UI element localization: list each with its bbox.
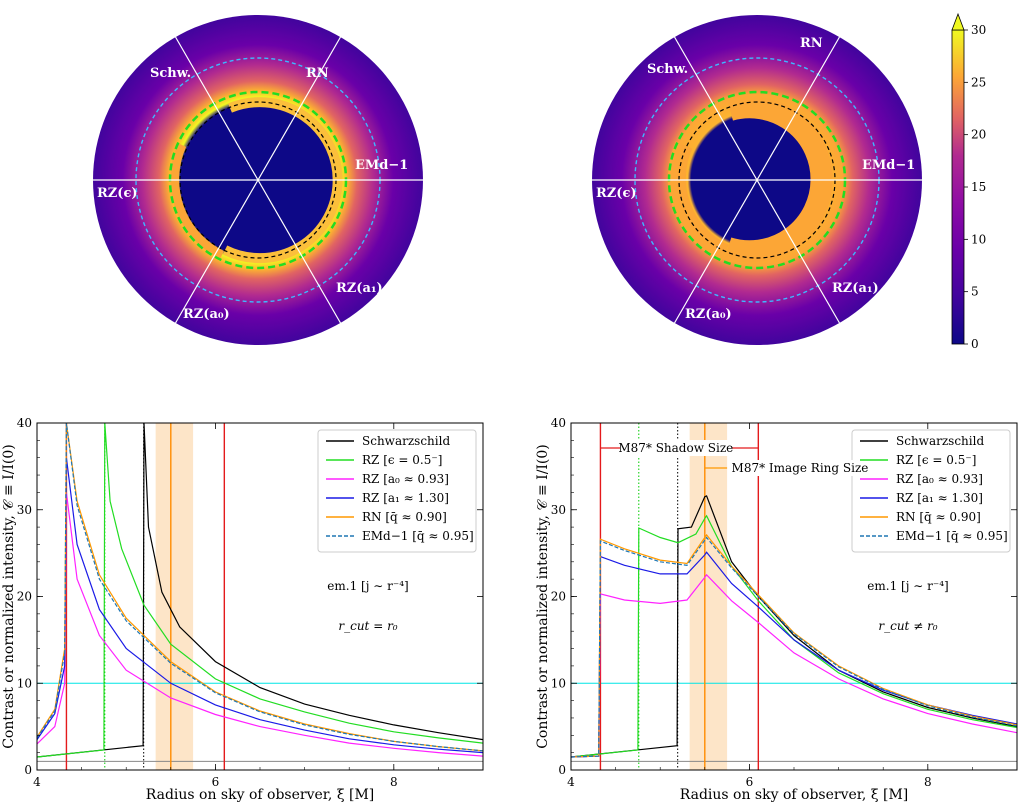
legend-entry: RZ [a₁ ≈ 1.30] (362, 491, 449, 505)
y-tick-label: 10 (551, 676, 566, 690)
legend-entry: EMd−1 [q̄ ≈ 0.95] (362, 529, 474, 543)
colorbar-tick-label: 10 (971, 232, 986, 246)
series-line (571, 573, 1017, 758)
colorbar-tick-label: 15 (971, 180, 986, 194)
series-line (571, 533, 1017, 758)
sector-label-rza0-left: RZ(a₀) (183, 307, 230, 322)
colorbar: 0 5 10 15 20 25 30 (951, 12, 986, 351)
plot-area (571, 423, 1017, 770)
series-line (37, 423, 483, 758)
colorbar-gradient (951, 29, 965, 345)
sector-label-emd-left: EMd−1 (355, 158, 408, 173)
disk-left-sector-lines (93, 36, 423, 324)
sector-label-rza1-right: RZ(a₁) (832, 281, 879, 296)
colorbar-tick-label: 30 (971, 23, 986, 37)
x-tick-label: 6 (746, 775, 754, 789)
colorbar-tick-label: 25 (971, 75, 986, 89)
x-axis-label: Radius on sky of observer, ξ [M] (146, 787, 375, 803)
sector-label-rza0-right: RZ(a₀) (685, 307, 732, 322)
shadow-size-label: M87* Shadow Size (618, 441, 733, 455)
y-tick-label: 20 (551, 590, 566, 604)
y-tick-label: 30 (551, 503, 566, 517)
sector-label-schw-left: Schw. (150, 66, 191, 81)
legend-box (851, 429, 1011, 553)
legend: Schwarzschild RZ [ϵ = 0.5⁻] RZ [a₀ ≈ 0.93]… (851, 429, 1011, 553)
plot-area (37, 423, 483, 770)
y-axis-label: Contrast or normalized intensity, 𝒞 ≡ I/… (1, 444, 17, 749)
legend-entry: RN [q̄ ≈ 0.90] (362, 510, 447, 524)
y-tick-label: 30 (17, 503, 32, 517)
ring-size-label-bg (729, 460, 858, 476)
legend-entry: EMd−1 [q̄ ≈ 0.95] (896, 529, 1008, 543)
x-tick-label: 6 (212, 775, 220, 789)
legend: Schwarzschild RZ [ϵ = 0.5⁻] RZ [a₀ ≈ 0.93]… (317, 429, 477, 553)
disk-right-sector-lines (592, 36, 922, 324)
colorbar-extend-arrow (951, 12, 965, 31)
legend-entry: RZ [a₀ ≈ 0.93] (362, 472, 449, 486)
disk-image-left: RN Schw. EMd−1 RZ(ϵ) RZ(a₁) RZ(a₀) (93, 15, 423, 345)
colorbar-tick-label: 20 (971, 128, 986, 142)
ring-size-band (689, 423, 728, 770)
legend-entry: Schwarzschild (362, 434, 450, 448)
legend-entry: Schwarzschild (896, 434, 984, 448)
sector-label-rzeps-right: RZ(ϵ) (596, 186, 637, 201)
series-line (571, 514, 1017, 758)
sector-label-schw-right: Schw. (647, 62, 688, 77)
sector-label-emd-right: EMd−1 (862, 158, 915, 173)
note-emissivity: em.1 [j ∼ r⁻⁴] (867, 579, 948, 593)
legend-entry: RZ [a₀ ≈ 0.93] (896, 472, 983, 486)
colorbar-tick-label: 0 (971, 337, 979, 351)
series-line (37, 423, 483, 758)
note-emissivity: em.1 [j ∼ r⁻⁴] (327, 579, 408, 593)
series-line (571, 495, 1017, 758)
legend-entry: RZ [a₁ ≈ 1.30] (896, 491, 983, 505)
legend-box (317, 429, 477, 553)
disk-left-left-arc (170, 143, 225, 260)
x-tick-label: 8 (924, 775, 932, 789)
ring-size-band (155, 423, 194, 770)
sector-label-rzeps-left: RZ(ϵ) (97, 186, 138, 201)
y-tick-label: 0 (558, 763, 566, 777)
plot-panel-right: 4 6 8 0 10 20 30 40 Radius on sky of observer, ξ… (535, 416, 1018, 803)
colorbar-ticks: 0 5 10 15 20 25 30 (964, 23, 986, 351)
disk-image-right: RN Schw. EMd−1 RZ(ϵ) RZ(a₁) RZ(a₀) (592, 15, 922, 345)
plot-panel-left: 4 6 8 0 10 20 30 40 Radius on sky of observer, ξ… (1, 416, 484, 803)
x-axis-label: Radius on sky of observer, ξ [M] (680, 787, 909, 803)
x-tick-label: 4 (567, 775, 575, 789)
sector-label-rn-right: RN (800, 36, 823, 51)
note-rcut: r_cut ≠ r₀ (878, 619, 937, 633)
y-tick-label: 0 (24, 763, 32, 777)
sector-label-rza1-left: RZ(a₁) (336, 281, 383, 296)
legend-entry: RZ [ϵ = 0.5⁻] (896, 453, 976, 467)
legend-entry: RZ [ϵ = 0.5⁻] (362, 453, 442, 467)
y-tick-label: 20 (17, 590, 32, 604)
y-tick-label: 40 (17, 416, 32, 430)
x-tick-label: 4 (33, 775, 41, 789)
series-line (37, 423, 483, 752)
y-tick-label: 10 (17, 676, 32, 690)
y-tick-label: 40 (551, 416, 566, 430)
x-tick-label: 8 (390, 775, 398, 789)
ring-size-label: M87* Image Ring Size (732, 461, 869, 475)
colorbar-tick-label: 5 (971, 285, 979, 299)
note-rcut: r_cut = r₀ (338, 619, 397, 633)
shadow-size-label-bg (620, 440, 732, 456)
series-line (571, 536, 1017, 758)
disk-right-left-arc (667, 141, 729, 262)
legend-entry: RN [q̄ ≈ 0.90] (896, 510, 981, 524)
y-axis-label: Contrast or normalized intensity, 𝒞 ≡ I/… (535, 444, 551, 749)
sector-label-rn-left: RN (306, 66, 329, 81)
